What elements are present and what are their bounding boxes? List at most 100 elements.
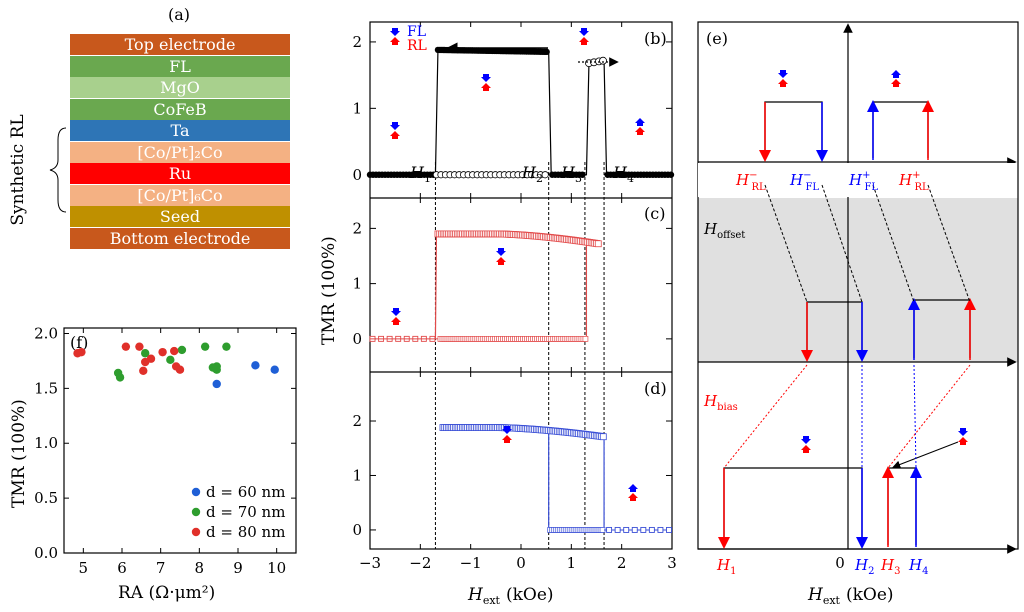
panel-d-label: (d) [644,379,667,398]
f-point-1-2 [141,349,150,358]
arrow-icon [958,428,968,436]
f-point-0-0 [212,379,221,389]
arrow-icon [801,436,811,444]
ytick-label-c-2: 2 [352,219,362,237]
ytick-label-b-0: 0 [352,166,362,184]
f-point-1-8 [212,362,221,371]
xlabel-d: Hext (kOe) [467,585,554,607]
f-ytick-label-2: 1.0 [34,434,58,452]
arrow-icon [496,248,506,256]
h1-label: H1 [409,163,431,185]
arrow-icon [390,37,400,45]
curve-c-jumps [434,235,588,339]
layer-0: Top electrode [70,34,290,55]
e-label-h-fl-plus: H+ FL [848,170,878,193]
mag-pair-c1 [391,308,401,325]
arrow-icon [635,127,645,135]
f-legend-marker-0 [191,487,201,497]
f-point-1-3 [166,355,175,365]
f-point-2-10 [175,365,185,374]
xtick-label-d-0: −3 [359,554,381,572]
e-mag-pair-top-left [778,70,788,87]
e-mag-pair-top-right [891,70,901,87]
arrow-icon [502,426,512,434]
curve-d-jumps [548,429,605,530]
layer-5: [Co/Pt]₂Co [70,141,290,163]
f-legend-label-0: d = 60 nm [206,483,285,501]
legend-rl: RL [407,38,427,54]
f-point-2-2 [121,342,131,351]
point-d-tail [623,526,630,533]
e-offset-dash-3 [927,184,971,303]
arrow-icon [391,317,401,325]
e-offset-dash-0 [764,184,808,303]
f-point-2-6 [146,354,156,363]
layer-6: Ru [70,163,290,184]
point-b-open [541,171,549,179]
point-d-tail [606,526,613,533]
e-label-h1: H1 [716,556,736,577]
legend-fl: FL [407,24,426,40]
ytick-label-c-0: 0 [352,330,362,348]
f-xtick-label-4: 9 [233,559,243,577]
f-xtick-label-0: 5 [79,559,89,577]
f-point-0-1 [251,361,260,370]
f-point-2-1 [77,347,86,357]
f-legend-label-1: d = 70 nm [206,503,285,521]
ytick-label-b-1: 1 [352,99,362,117]
arrow-icon [891,70,901,78]
f-point-2-7 [158,347,167,357]
arrow-icon [778,79,788,87]
f-point-2-4 [139,366,148,376]
point-d-tail [666,526,672,533]
xtick-label-d-4: 1 [567,554,577,572]
arrow-icon [891,79,901,87]
e-label-h-offset: Hoffset [703,220,745,241]
point-d-tail [640,526,647,533]
point-d-tail [614,526,621,533]
curve-b-line [370,49,672,176]
ytick-label-c-1: 1 [352,275,362,293]
layer-1: FL [70,55,290,77]
e-loop-top-left [764,101,823,158]
panel-f: (f) 5 6 7 8 9 10 0.0 0.5 1.0 1.5 2.0 d = 60 nm d = 70… [9,324,297,603]
arrow-icon [628,484,638,492]
e-bias-dash-left [723,364,808,469]
mag-pair-d2 [628,484,638,501]
panel-b-label: (b) [644,29,667,48]
xtick-label-d-5: 2 [617,554,627,572]
e-xlabel: Hext (kOe) [807,585,894,607]
xtick-label-d-1: −2 [409,554,431,572]
f-legend-label-2: d = 80 nm [206,523,285,541]
point-c-high [594,240,602,248]
h2-label: H2 [521,163,543,185]
layer-7: [Co/Pt]₆Co [70,184,290,206]
e-loop-bottom-left [723,467,863,545]
f-ytick-label-1: 0.5 [34,489,58,507]
arrow-icon [778,70,788,78]
f-point-1-1 [115,373,125,382]
arrow-icon [391,308,401,316]
f-frame [63,327,297,554]
f-legend-marker-1 [191,507,201,517]
layer-2: MgO [70,77,290,98]
f-ytick-label-4: 2.0 [34,324,58,342]
point-b-low [579,171,586,178]
arrow-icon [481,83,491,91]
mag-pair-legend [390,28,400,45]
layer-8: Seed [70,206,290,227]
e-bias-dash-blue [913,364,917,469]
panel-c-label: (c) [644,204,665,223]
f-point-1-5 [200,342,210,351]
f-ytick-label-3: 1.5 [34,379,58,397]
arrow-icon [635,118,645,126]
ytick-label-d-0: 0 [352,521,362,539]
f-ylabel: TMR (100%) [9,399,29,508]
h3-label: H3 [560,163,582,185]
arrow-icon [628,493,638,501]
xtick-label-d-6: 3 [667,554,677,572]
layer-3: CoFeB [70,98,290,120]
arrow-icon [579,28,589,36]
arrow-icon [390,28,400,36]
e-loop-top-right [872,101,929,158]
